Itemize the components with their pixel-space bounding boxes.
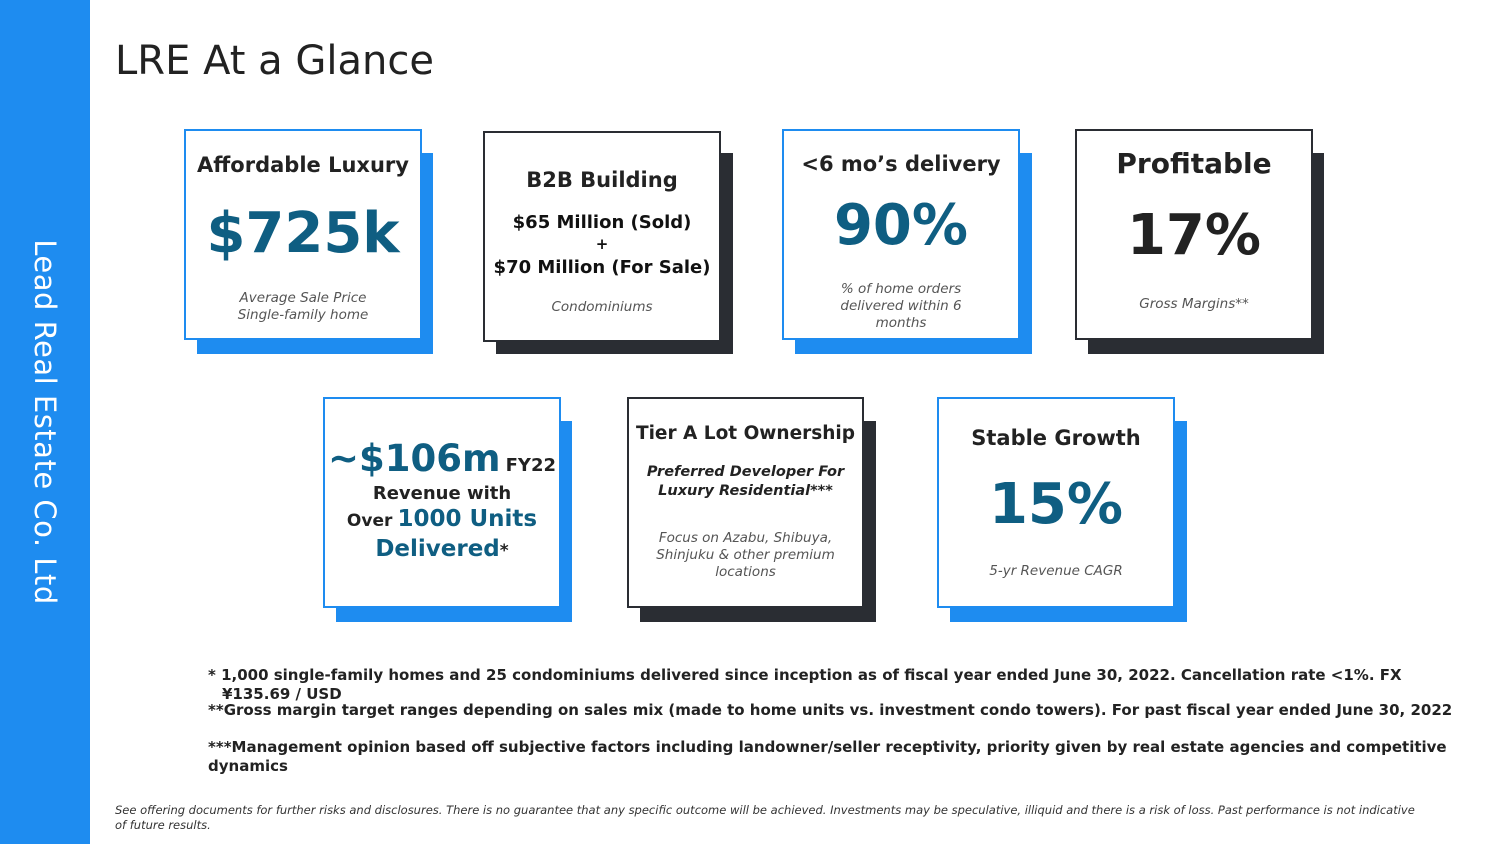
card-plus: + bbox=[595, 235, 609, 253]
card-profitable: Profitable 17% Gross Margins** bbox=[1075, 129, 1324, 354]
card-sub: months bbox=[875, 315, 927, 331]
card-line: $65 Million (Sold) bbox=[512, 212, 692, 233]
card-b2b-building: B2B Building $65 Million (Sold) + $70 Mi… bbox=[483, 131, 733, 354]
card-heading: Affordable Luxury bbox=[197, 153, 409, 177]
card-value: 17% bbox=[1126, 203, 1262, 268]
disclaimer: See offering documents for further risks… bbox=[115, 803, 1415, 832]
card-heading: <6 mo’s delivery bbox=[801, 152, 1001, 176]
card-heading: Tier A Lot Ownership bbox=[635, 423, 856, 444]
card-sub: 5-yr Revenue CAGR bbox=[989, 563, 1123, 579]
sidebar: Lead Real Estate Co. Ltd bbox=[0, 0, 90, 844]
footnote-1-cont: ¥135.69 / USD bbox=[222, 685, 342, 703]
revenue-line: Revenue with bbox=[372, 483, 512, 504]
card-sub: % of home orders bbox=[840, 281, 962, 297]
card-heading: B2B Building bbox=[526, 168, 678, 192]
card-tier-a: Tier A Lot Ownership Preferred Developer… bbox=[627, 397, 876, 622]
revenue-footnote-mark: * bbox=[499, 541, 509, 561]
card-sub: Single-family home bbox=[237, 307, 369, 323]
card-sub: Focus on Azabu, Shibuya, bbox=[658, 530, 833, 546]
card-sub: Shinjuku & other premium bbox=[656, 547, 835, 563]
revenue-fy: FY22 bbox=[505, 455, 557, 476]
footnote-3: ***Management opinion based off subjecti… bbox=[208, 738, 1447, 775]
card-heading: Profitable bbox=[1116, 147, 1272, 180]
footnote-1: * 1,000 single-family homes and 25 condo… bbox=[208, 666, 1402, 684]
card-line: $70 Million (For Sale) bbox=[493, 257, 711, 278]
card-stable-growth: Stable Growth 15% 5-yr Revenue CAGR bbox=[937, 397, 1187, 622]
card-delivery: <6 mo’s delivery 90% % of home orders de… bbox=[782, 129, 1032, 354]
page-title: LRE At a Glance bbox=[115, 38, 434, 84]
card-value: $725k bbox=[206, 201, 400, 266]
card-sub: Average Sale Price bbox=[239, 290, 367, 306]
company-name: Lead Real Estate Co. Ltd bbox=[28, 239, 62, 605]
footnote-2: **Gross margin target ranges depending o… bbox=[208, 701, 1453, 719]
card-revenue: ~$106m FY22 Revenue with Over 1000 Units… bbox=[323, 397, 572, 622]
card-heading: Stable Growth bbox=[971, 426, 1141, 450]
revenue-delivered: Delivered bbox=[375, 536, 500, 562]
card-value: 90% bbox=[833, 193, 969, 258]
card-value: 15% bbox=[988, 472, 1124, 537]
card-sub: Gross Margins** bbox=[1139, 296, 1249, 312]
revenue-value: ~$106m bbox=[327, 437, 501, 480]
card-pref: Luxury Residential*** bbox=[658, 483, 833, 499]
card-sub: delivered within 6 bbox=[840, 298, 962, 314]
card-affordable-luxury: Affordable Luxury $725k Average Sale Pri… bbox=[184, 129, 433, 354]
card-sub: Condominiums bbox=[551, 299, 653, 315]
revenue-units: 1000 Units bbox=[397, 506, 538, 532]
card-sub: locations bbox=[715, 564, 776, 580]
card-pref: Preferred Developer For bbox=[646, 464, 845, 480]
revenue-over: Over bbox=[346, 511, 393, 531]
